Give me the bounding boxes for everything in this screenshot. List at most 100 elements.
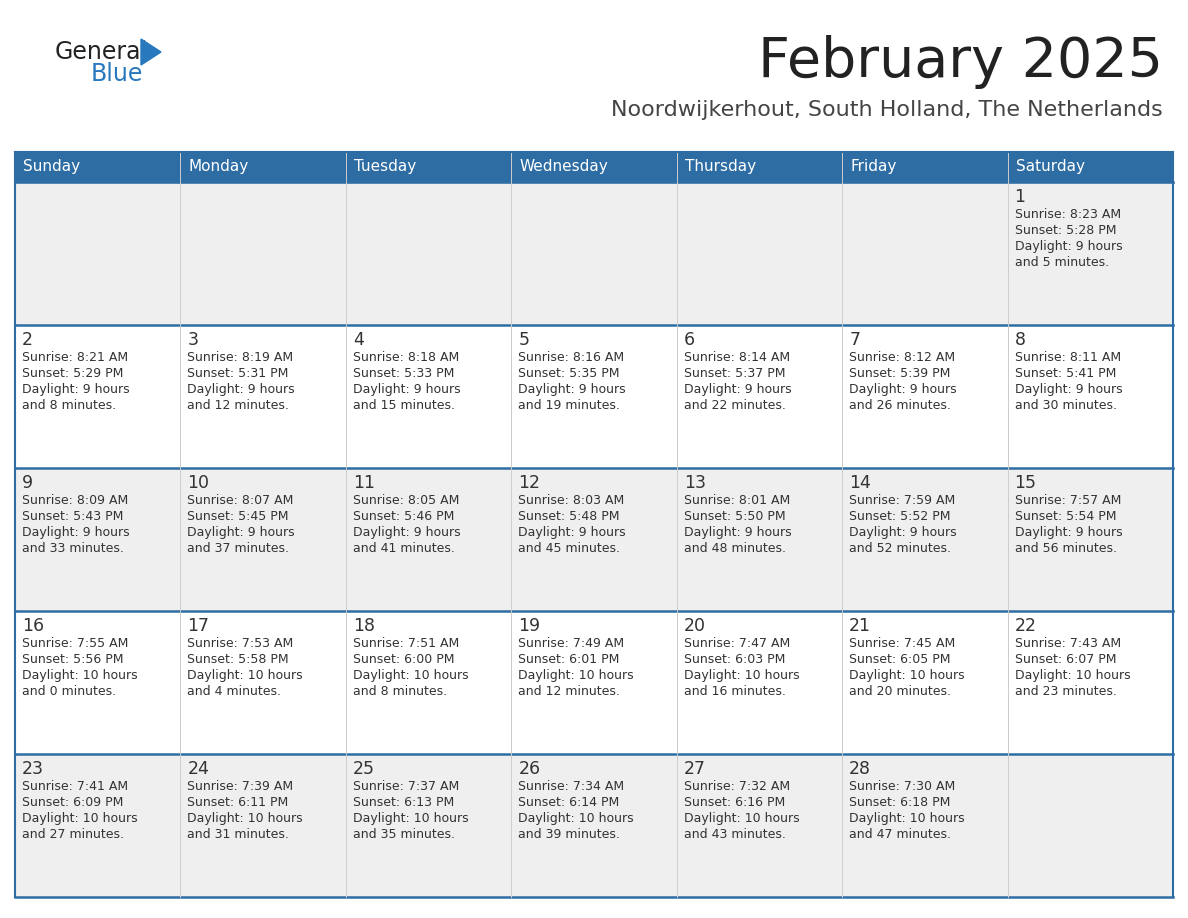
Bar bbox=[842, 182, 1007, 325]
Text: Sunset: 5:28 PM: Sunset: 5:28 PM bbox=[1015, 224, 1116, 237]
Bar bbox=[842, 468, 1007, 611]
Bar bbox=[677, 754, 842, 897]
Bar bbox=[511, 754, 677, 897]
Bar bbox=[346, 182, 511, 325]
Text: and 47 minutes.: and 47 minutes. bbox=[849, 828, 952, 841]
Text: and 52 minutes.: and 52 minutes. bbox=[849, 542, 952, 555]
Text: Sunset: 6:11 PM: Sunset: 6:11 PM bbox=[188, 796, 289, 809]
Text: 26: 26 bbox=[518, 760, 541, 778]
Text: 7: 7 bbox=[849, 331, 860, 349]
Text: Daylight: 9 hours: Daylight: 9 hours bbox=[188, 383, 295, 396]
Text: Sunrise: 8:05 AM: Sunrise: 8:05 AM bbox=[353, 494, 460, 507]
Text: and 39 minutes.: and 39 minutes. bbox=[518, 828, 620, 841]
Bar bbox=[677, 468, 842, 611]
Text: Sunrise: 7:43 AM: Sunrise: 7:43 AM bbox=[1015, 637, 1120, 650]
Text: Sunset: 5:29 PM: Sunset: 5:29 PM bbox=[23, 367, 124, 380]
Text: 19: 19 bbox=[518, 617, 541, 635]
Text: Sunrise: 7:53 AM: Sunrise: 7:53 AM bbox=[188, 637, 293, 650]
Bar bbox=[677, 152, 842, 182]
Text: Sunset: 6:03 PM: Sunset: 6:03 PM bbox=[684, 653, 785, 666]
Text: Sunrise: 7:51 AM: Sunrise: 7:51 AM bbox=[353, 637, 459, 650]
Text: 1: 1 bbox=[1015, 188, 1025, 206]
Text: Daylight: 9 hours: Daylight: 9 hours bbox=[353, 383, 461, 396]
Bar bbox=[181, 152, 346, 182]
Text: Sunrise: 7:47 AM: Sunrise: 7:47 AM bbox=[684, 637, 790, 650]
Bar bbox=[346, 611, 511, 754]
Text: Sunset: 5:41 PM: Sunset: 5:41 PM bbox=[1015, 367, 1116, 380]
Bar bbox=[842, 325, 1007, 468]
Bar bbox=[181, 325, 346, 468]
Text: Sunset: 6:00 PM: Sunset: 6:00 PM bbox=[353, 653, 454, 666]
Text: 23: 23 bbox=[23, 760, 44, 778]
Text: Wednesday: Wednesday bbox=[519, 160, 608, 174]
Text: 14: 14 bbox=[849, 474, 871, 492]
Text: February 2025: February 2025 bbox=[758, 35, 1163, 89]
Text: 6: 6 bbox=[684, 331, 695, 349]
Text: 12: 12 bbox=[518, 474, 541, 492]
Bar bbox=[1007, 611, 1173, 754]
Text: 18: 18 bbox=[353, 617, 375, 635]
Text: Sunset: 6:01 PM: Sunset: 6:01 PM bbox=[518, 653, 620, 666]
Text: Sunset: 6:16 PM: Sunset: 6:16 PM bbox=[684, 796, 785, 809]
Bar bbox=[15, 182, 181, 325]
Text: Sunrise: 8:21 AM: Sunrise: 8:21 AM bbox=[23, 351, 128, 364]
Text: Sunset: 5:58 PM: Sunset: 5:58 PM bbox=[188, 653, 289, 666]
Text: Sunset: 5:50 PM: Sunset: 5:50 PM bbox=[684, 510, 785, 523]
Text: Sunrise: 8:12 AM: Sunrise: 8:12 AM bbox=[849, 351, 955, 364]
Text: Sunset: 6:05 PM: Sunset: 6:05 PM bbox=[849, 653, 950, 666]
Text: 9: 9 bbox=[23, 474, 33, 492]
Text: and 12 minutes.: and 12 minutes. bbox=[518, 685, 620, 698]
Text: Thursday: Thursday bbox=[684, 160, 756, 174]
Text: Sunrise: 7:30 AM: Sunrise: 7:30 AM bbox=[849, 780, 955, 793]
Bar bbox=[677, 182, 842, 325]
Text: Daylight: 10 hours: Daylight: 10 hours bbox=[188, 812, 303, 825]
Bar bbox=[511, 182, 677, 325]
Bar bbox=[842, 152, 1007, 182]
Text: and 12 minutes.: and 12 minutes. bbox=[188, 399, 290, 412]
Bar bbox=[181, 611, 346, 754]
Text: and 45 minutes.: and 45 minutes. bbox=[518, 542, 620, 555]
Text: Daylight: 10 hours: Daylight: 10 hours bbox=[23, 812, 138, 825]
Text: Daylight: 9 hours: Daylight: 9 hours bbox=[1015, 383, 1123, 396]
Text: Daylight: 10 hours: Daylight: 10 hours bbox=[23, 669, 138, 682]
Text: Sunrise: 7:45 AM: Sunrise: 7:45 AM bbox=[849, 637, 955, 650]
Bar bbox=[1007, 754, 1173, 897]
Bar bbox=[181, 754, 346, 897]
Text: and 35 minutes.: and 35 minutes. bbox=[353, 828, 455, 841]
Text: 22: 22 bbox=[1015, 617, 1037, 635]
Text: Sunrise: 8:18 AM: Sunrise: 8:18 AM bbox=[353, 351, 459, 364]
Text: Daylight: 10 hours: Daylight: 10 hours bbox=[353, 812, 468, 825]
Text: and 27 minutes.: and 27 minutes. bbox=[23, 828, 124, 841]
Bar bbox=[1007, 468, 1173, 611]
Text: Sunrise: 8:16 AM: Sunrise: 8:16 AM bbox=[518, 351, 625, 364]
Text: and 8 minutes.: and 8 minutes. bbox=[23, 399, 116, 412]
Bar bbox=[181, 182, 346, 325]
Text: Daylight: 10 hours: Daylight: 10 hours bbox=[684, 669, 800, 682]
Text: Sunrise: 7:49 AM: Sunrise: 7:49 AM bbox=[518, 637, 625, 650]
Text: 20: 20 bbox=[684, 617, 706, 635]
Text: Sunset: 5:43 PM: Sunset: 5:43 PM bbox=[23, 510, 124, 523]
Text: Sunday: Sunday bbox=[23, 160, 80, 174]
Text: Sunrise: 7:41 AM: Sunrise: 7:41 AM bbox=[23, 780, 128, 793]
Text: Daylight: 10 hours: Daylight: 10 hours bbox=[1015, 669, 1130, 682]
Text: Friday: Friday bbox=[851, 160, 897, 174]
Text: Daylight: 9 hours: Daylight: 9 hours bbox=[684, 526, 791, 539]
Bar bbox=[511, 611, 677, 754]
Text: Sunrise: 8:03 AM: Sunrise: 8:03 AM bbox=[518, 494, 625, 507]
Text: 25: 25 bbox=[353, 760, 375, 778]
Text: Tuesday: Tuesday bbox=[354, 160, 416, 174]
Text: Sunrise: 7:32 AM: Sunrise: 7:32 AM bbox=[684, 780, 790, 793]
Text: Sunset: 5:54 PM: Sunset: 5:54 PM bbox=[1015, 510, 1116, 523]
Text: 17: 17 bbox=[188, 617, 209, 635]
Text: and 31 minutes.: and 31 minutes. bbox=[188, 828, 290, 841]
Text: and 16 minutes.: and 16 minutes. bbox=[684, 685, 785, 698]
Text: Daylight: 10 hours: Daylight: 10 hours bbox=[849, 669, 965, 682]
Text: Sunset: 5:39 PM: Sunset: 5:39 PM bbox=[849, 367, 950, 380]
Text: 3: 3 bbox=[188, 331, 198, 349]
Text: Sunset: 5:48 PM: Sunset: 5:48 PM bbox=[518, 510, 620, 523]
Text: Sunset: 6:14 PM: Sunset: 6:14 PM bbox=[518, 796, 619, 809]
Text: 21: 21 bbox=[849, 617, 871, 635]
Text: Daylight: 9 hours: Daylight: 9 hours bbox=[849, 383, 956, 396]
Bar bbox=[1007, 325, 1173, 468]
Text: 27: 27 bbox=[684, 760, 706, 778]
